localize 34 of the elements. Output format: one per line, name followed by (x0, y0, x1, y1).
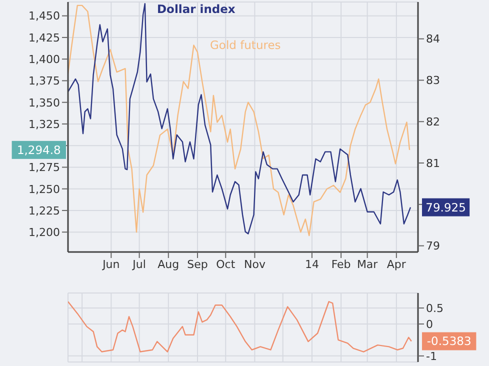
y-tick-label: 1,225 (28, 204, 60, 218)
y-tick-label: 1,200 (28, 226, 60, 240)
x-tick-label: 14 (304, 258, 319, 271)
y2-tick-label: 81 (426, 156, 440, 170)
y-tick-label: 1,425 (28, 31, 60, 44)
x-tick-label: Oct (216, 258, 236, 271)
y2-tick-label: -1 (426, 350, 437, 363)
y2-tick-label: 82 (426, 116, 440, 129)
line-series (68, 301, 412, 352)
x-tick-label: Mar (356, 258, 378, 271)
y-tick-label: 1,375 (28, 74, 60, 88)
x-tick-label: Aug (158, 258, 180, 271)
y2-tick-label: 83 (426, 74, 440, 88)
y-tick-label: 1,400 (28, 53, 60, 66)
x-tick-label: Nov (244, 258, 266, 271)
x-tick-label: Jul (132, 258, 146, 271)
y-tick-label: 1,250 (28, 182, 60, 196)
y-tick-label: 1,325 (28, 118, 60, 131)
text: -0.5383 (426, 334, 472, 348)
x-tick-label: Apr (386, 258, 406, 271)
y2-tick-label: 0 (426, 318, 433, 331)
y2-tick-label: 0.5 (426, 302, 444, 315)
y2-tick-label: 79 (426, 240, 440, 253)
x-tick-label: Feb (331, 258, 351, 271)
text: 1,294.8 (16, 142, 61, 157)
series-label: Gold futures (210, 38, 281, 52)
y-tick-label: 1,275 (28, 161, 60, 174)
series-label: Dollar index (157, 2, 236, 16)
y2-tick-label: 84 (426, 32, 440, 46)
y-tick-label: 1,350 (28, 96, 60, 110)
x-tick-label: Jun (102, 258, 120, 271)
y-tick-label: 1,450 (28, 10, 60, 23)
text: 79.925 (426, 200, 466, 214)
x-tick-label: Sep (187, 258, 208, 271)
